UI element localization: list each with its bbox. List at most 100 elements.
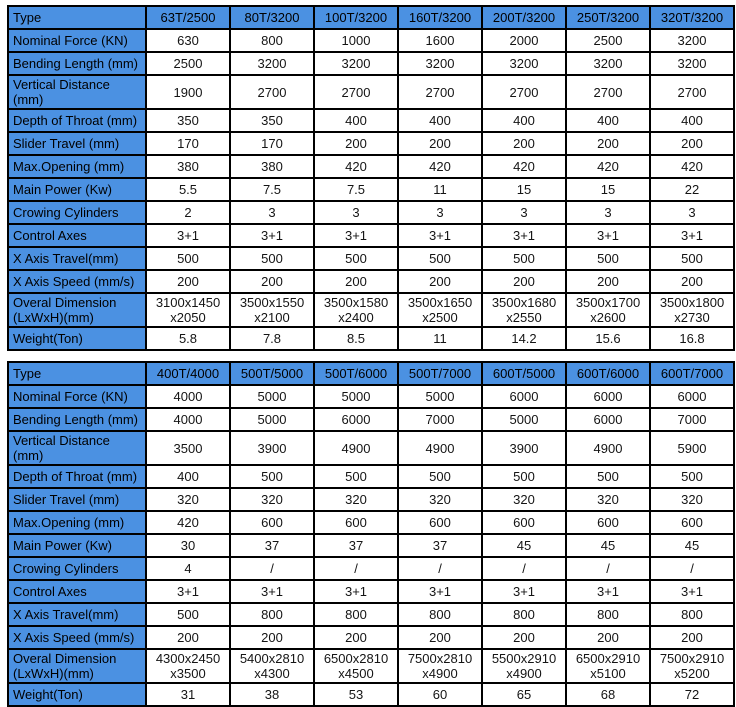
value-cell: 3200 — [397, 51, 483, 76]
value-cell: 7.5 — [229, 177, 315, 202]
value-cell: 400 — [313, 108, 399, 133]
value-cell: 3900 — [229, 430, 315, 466]
row-label-cell: Weight(Ton) — [7, 682, 147, 707]
value-cell: 500 — [565, 464, 651, 489]
value-cell: 5.5 — [145, 177, 231, 202]
table-row: Nominal Force (KN) 630 800 1000 1600 2000 2500… — [7, 28, 735, 53]
value-cell: 45 — [565, 533, 651, 558]
value-cell: 6000 — [481, 384, 567, 409]
row-label-cell: Vertical Distance (mm) — [7, 430, 147, 466]
value-cell: / — [397, 556, 483, 581]
value-cell: 500 — [313, 464, 399, 489]
value-cell: 3 — [313, 200, 399, 225]
value-cell: 7000 — [397, 407, 483, 432]
value-cell: 500 — [649, 464, 735, 489]
table-row: Crowing Cylinders 4// / / / / — [7, 556, 735, 581]
value-cell: 320 — [397, 487, 483, 512]
value-cell: 320 — [481, 487, 567, 512]
row-label-cell: X Axis Travel(mm) — [7, 246, 147, 271]
value-cell: 600 — [313, 510, 399, 535]
value-cell: 320 — [565, 487, 651, 512]
value-cell: 3500x1800 x2730 — [649, 292, 735, 328]
value-cell: 1900 — [145, 74, 231, 110]
value-cell: 5000 — [229, 407, 315, 432]
value-cell: 200 — [565, 131, 651, 156]
table-row: Weight(Ton) 5.8 7.8 8.5 11 14.2 15.6 16.8 — [7, 326, 735, 351]
value-cell: 500 — [649, 246, 735, 271]
type-header-cell: 600T/7000 — [649, 361, 735, 386]
value-cell: 170 — [145, 131, 231, 156]
table-row: Vertical Distance (mm) 1900 2700 2700 2700 27… — [7, 74, 735, 110]
table-row: Control Axes 3+1 3+1 3+1 3+1 3+1 3+1 3+1 — [7, 579, 735, 604]
value-cell: 60 — [397, 682, 483, 707]
value-cell: 3200 — [649, 51, 735, 76]
value-cell: 22 — [649, 177, 735, 202]
value-cell: 3500 — [145, 430, 231, 466]
value-cell: 11 — [397, 326, 483, 351]
value-cell: 68 — [565, 682, 651, 707]
row-label-cell: Crowing Cylinders — [7, 556, 147, 581]
value-cell: 200 — [649, 625, 735, 650]
value-cell: 600 — [565, 510, 651, 535]
value-cell: 500 — [313, 246, 399, 271]
value-cell: 200 — [481, 131, 567, 156]
value-cell: 3+1 — [397, 579, 483, 604]
type-header-row: Type 400T/4000 500T/5000 500T/6000 500T/7000… — [7, 361, 735, 386]
value-cell: 500 — [397, 246, 483, 271]
type-header-cell: 320T/3200 — [649, 5, 735, 30]
type-header-cell: 600T/6000 — [565, 361, 651, 386]
value-cell: 3500x1580 x2400 — [313, 292, 399, 328]
table-row: Bending Length (mm) 4000 5000 6000 7000 5000 6… — [7, 407, 735, 432]
value-cell: 420 — [565, 154, 651, 179]
value-cell: 3500x1680 x2550 — [481, 292, 567, 328]
type-header-cell: 160T/3200 — [397, 5, 483, 30]
value-cell: 2700 — [649, 74, 735, 110]
value-cell: 6000 — [313, 407, 399, 432]
value-cell: 200 — [145, 625, 231, 650]
value-cell: 3+1 — [649, 223, 735, 248]
value-cell: 800 — [481, 602, 567, 627]
value-cell: 320 — [229, 487, 315, 512]
value-cell: 5000 — [481, 407, 567, 432]
value-cell: 630 — [145, 28, 231, 53]
type-header-row: Type 63T/2500 80T/3200 100T/3200 160T/3200 20… — [7, 5, 735, 30]
value-cell: 3900 — [481, 430, 567, 466]
table-row: Crowing Cylinders 2 3 3 3 3 3 3 — [7, 200, 735, 225]
value-cell: 800 — [649, 602, 735, 627]
table-row: Main Power (Kw) 30 37 37 37 45 45 45 — [7, 533, 735, 558]
value-cell: 2000 — [481, 28, 567, 53]
row-label-cell: Overal Dimension (LxWxH)(mm) — [7, 292, 147, 328]
value-cell: 3+1 — [397, 223, 483, 248]
table-row: X Axis Speed (mm/s) 200 200 200 200 200 200 200 — [7, 269, 735, 294]
row-label-cell: Main Power (Kw) — [7, 177, 147, 202]
value-cell: 3 — [649, 200, 735, 225]
value-cell: 800 — [565, 602, 651, 627]
value-cell: 600 — [481, 510, 567, 535]
table-row: X Axis Speed (mm/s) 200 200 200 200 200 200 200 — [7, 625, 735, 650]
value-cell: 7000 — [649, 407, 735, 432]
value-cell: 200 — [481, 625, 567, 650]
value-cell: 53 — [313, 682, 399, 707]
value-cell: / — [649, 556, 735, 581]
table-row: Bending Length (mm) 2500 3200 3200 3200 3200 3… — [7, 51, 735, 76]
value-cell: 7.5 — [313, 177, 399, 202]
row-label-cell: Main Power (Kw) — [7, 533, 147, 558]
value-cell: 320 — [313, 487, 399, 512]
value-cell: 400 — [565, 108, 651, 133]
value-cell: 500 — [397, 464, 483, 489]
row-label-cell: Slider Travel (mm) — [7, 487, 147, 512]
value-cell: 420 — [145, 510, 231, 535]
value-cell: 5000 — [313, 384, 399, 409]
value-cell: 400 — [145, 464, 231, 489]
value-cell: 800 — [229, 602, 315, 627]
value-cell: 65 — [481, 682, 567, 707]
row-label-cell: Slider Travel (mm) — [7, 131, 147, 156]
value-cell: 320 — [649, 487, 735, 512]
value-cell: 5000 — [229, 384, 315, 409]
value-cell: 3+1 — [313, 579, 399, 604]
value-cell: 4900 — [397, 430, 483, 466]
table-row: X Axis Travel(mm) 500 500 500 500 500 500 500 — [7, 246, 735, 271]
row-label-cell: Overal Dimension (LxWxH)(mm) — [7, 648, 147, 684]
value-cell: 5000 — [397, 384, 483, 409]
